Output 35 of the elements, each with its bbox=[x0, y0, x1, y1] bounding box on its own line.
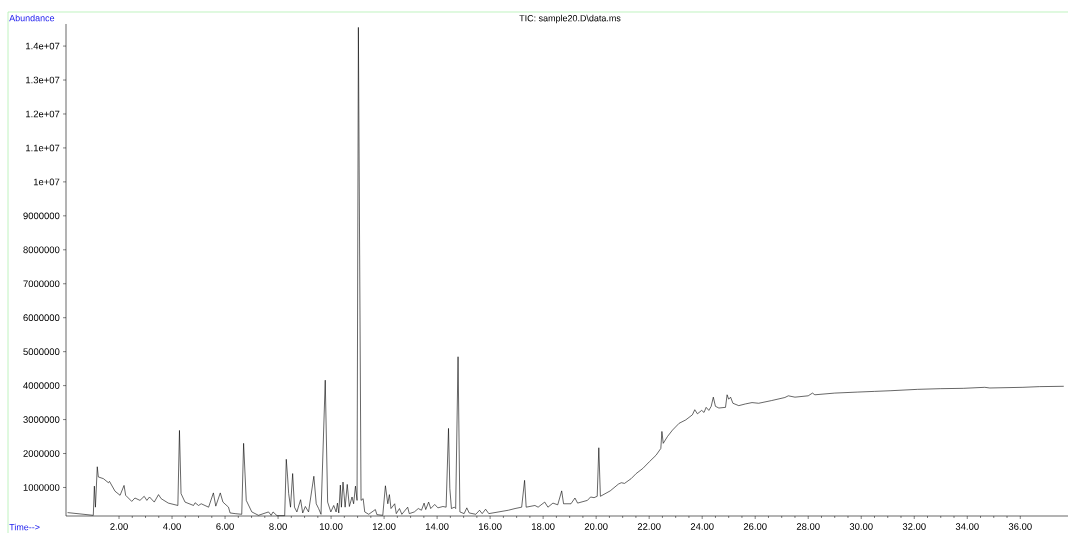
x-tick-label: 6.00 bbox=[216, 523, 234, 530]
x-tick-label: 22.00 bbox=[637, 523, 661, 530]
y-tick-label: 1.1e+07 bbox=[26, 144, 60, 152]
x-tick-label: 8.00 bbox=[269, 523, 287, 530]
x-tick-label: 14.00 bbox=[425, 523, 449, 530]
x-tick-label: 12.00 bbox=[372, 523, 396, 530]
y-tick-label: 1e+07 bbox=[33, 178, 60, 186]
x-tick-label: 20.00 bbox=[584, 523, 608, 530]
x-tick-label: 30.00 bbox=[849, 523, 873, 530]
y-axis-title: Abundance bbox=[9, 14, 55, 22]
x-axis-title: Time--> bbox=[9, 523, 40, 531]
y-tick-label: 3000000 bbox=[23, 416, 60, 423]
y-tick-label: 4000000 bbox=[23, 382, 60, 389]
y-tick-label: 6000000 bbox=[23, 314, 60, 322]
x-tick-label: 10.00 bbox=[319, 523, 343, 530]
y-tick-label: 1.2e+07 bbox=[26, 110, 60, 118]
x-tick-label: 18.00 bbox=[532, 523, 555, 530]
x-tick-label: 28.00 bbox=[796, 523, 820, 530]
y-tick-label: 2000000 bbox=[23, 450, 60, 457]
y-tick-label: 8000000 bbox=[23, 246, 60, 254]
y-tick-label: 7000000 bbox=[23, 280, 60, 288]
y-tick-label: 9000000 bbox=[23, 212, 60, 220]
y-tick-label: 1000000 bbox=[23, 484, 60, 491]
x-tick-label: 24.00 bbox=[690, 523, 714, 530]
y-tick-label: 1.4e+07 bbox=[26, 42, 60, 50]
x-tick-label: 34.00 bbox=[955, 523, 979, 530]
chart-title: TIC: sample20.D\data.ms bbox=[519, 14, 621, 24]
x-tick-label: 36.00 bbox=[1008, 523, 1032, 530]
y-tick-label: 1.3e+07 bbox=[26, 76, 60, 84]
x-tick-label: 16.00 bbox=[479, 523, 502, 530]
x-tick-label: 26.00 bbox=[743, 523, 767, 530]
x-tick-label: 2.00 bbox=[110, 523, 128, 530]
x-tick-label: 32.00 bbox=[902, 523, 926, 530]
y-tick-label: 5000000 bbox=[23, 348, 60, 356]
x-tick-label: 4.00 bbox=[163, 523, 181, 530]
